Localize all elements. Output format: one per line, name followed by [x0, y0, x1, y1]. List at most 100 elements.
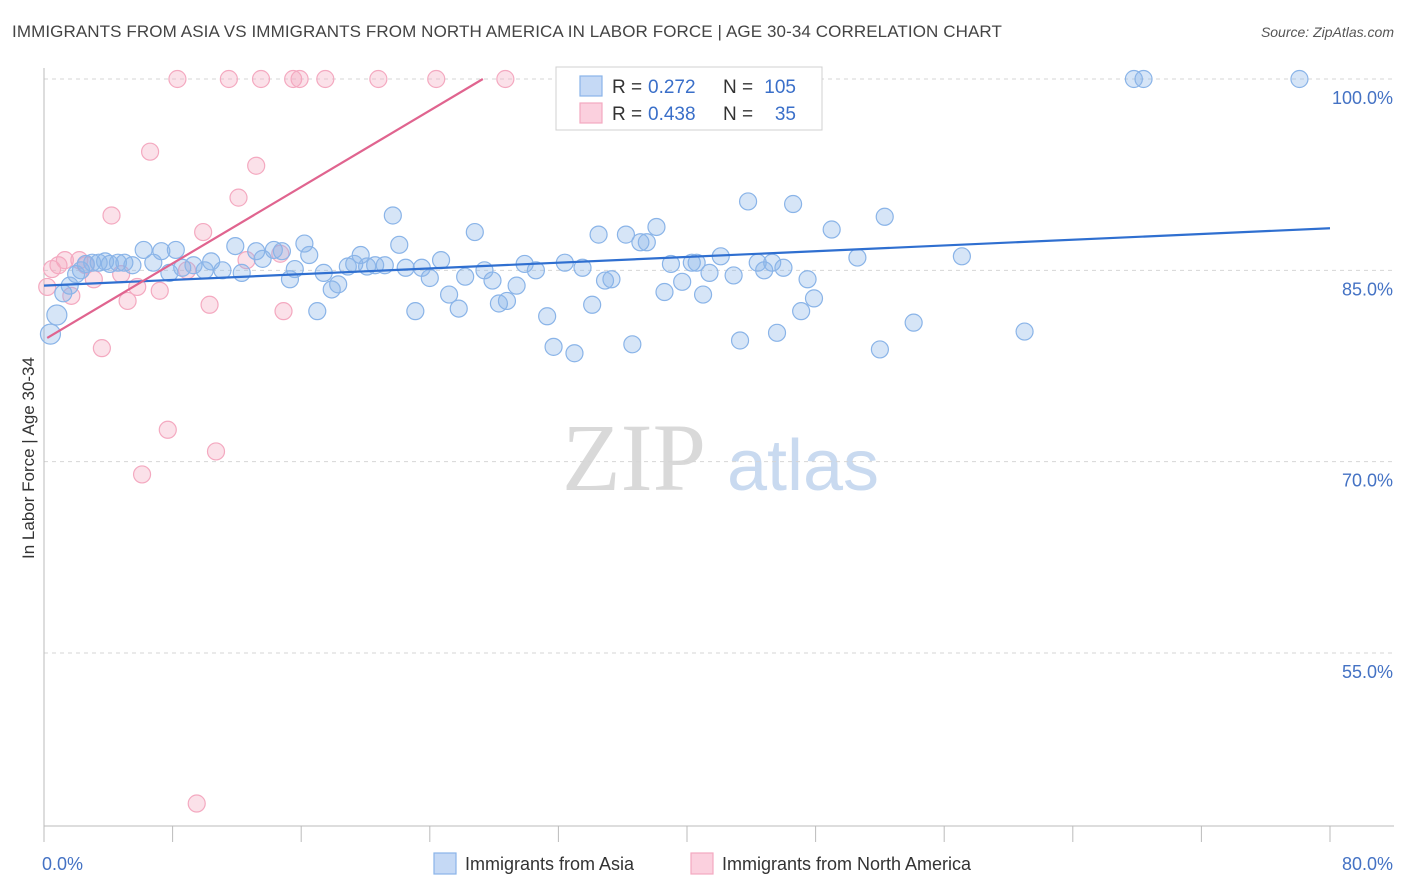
- data-point-asia: [83, 253, 102, 272]
- legend-swatch-north-america: [579, 102, 603, 124]
- data-point-north-america: [168, 69, 187, 89]
- data-point-asia: [783, 194, 803, 214]
- data-point-asia: [616, 225, 636, 244]
- data-point-asia: [39, 323, 62, 345]
- data-point-asia: [449, 299, 468, 318]
- legend-r-label: R =: [612, 77, 642, 98]
- legend-n-label: N =: [723, 77, 753, 98]
- data-point-north-america: [284, 69, 303, 89]
- data-point-asia: [730, 331, 750, 350]
- data-point-asia: [300, 245, 319, 265]
- legend: R = 0.272 N = 105 R = 0.438 N = 35: [555, 66, 823, 131]
- data-point-north-america: [200, 295, 219, 314]
- bottom-legend-swatch-north-america: [690, 852, 714, 875]
- data-point-north-america: [229, 188, 248, 207]
- data-point-asia: [390, 235, 409, 254]
- data-point-asia: [295, 234, 314, 253]
- data-point-north-america: [247, 156, 266, 175]
- data-point-north-america: [132, 465, 152, 484]
- axes: [43, 68, 1394, 842]
- data-point-asia: [595, 271, 615, 290]
- legend-r-asia: 0.272: [648, 77, 696, 98]
- data-point-asia: [329, 275, 348, 294]
- data-point-asia: [538, 307, 557, 326]
- data-point-asia: [456, 267, 475, 286]
- data-point-north-america: [274, 302, 293, 321]
- data-point-asia: [693, 285, 713, 304]
- data-point-asia: [383, 206, 402, 225]
- data-point-asia: [173, 258, 192, 277]
- data-point-asia: [738, 192, 758, 211]
- data-point-asia: [687, 253, 706, 272]
- data-point-north-america: [496, 69, 515, 89]
- series-north-america: [38, 69, 515, 813]
- data-point-asia: [406, 302, 425, 321]
- source-credit: Source: ZipAtlas.com: [1260, 24, 1394, 40]
- tick-labels: 100.0% 85.0% 70.0% 55.0% 0.0% 80.0%: [42, 88, 1393, 874]
- data-point-north-america: [158, 420, 177, 439]
- data-point-asia: [439, 285, 459, 304]
- data-point-asia: [682, 253, 701, 272]
- data-point-asia: [647, 217, 666, 237]
- data-point-asia: [767, 323, 787, 342]
- data-point-asia: [655, 282, 674, 302]
- data-point-north-america: [219, 69, 238, 89]
- data-point-asia: [623, 335, 642, 354]
- data-point-asia: [226, 236, 245, 256]
- data-point-asia: [213, 261, 232, 280]
- legend-n-asia: 105: [764, 77, 796, 98]
- data-point-asia: [166, 240, 185, 260]
- data-point-asia: [483, 271, 502, 290]
- data-point-north-america: [187, 794, 206, 813]
- grid: [44, 78, 1394, 654]
- data-point-asia: [431, 251, 451, 270]
- data-point-asia: [724, 266, 743, 285]
- data-point-asia: [95, 252, 115, 271]
- data-point-north-america: [92, 339, 111, 358]
- y-tick-label: 70.0%: [1342, 471, 1393, 491]
- bottom-legend-label-north-america: Immigrants from North America: [722, 854, 972, 874]
- data-point-asia: [544, 337, 563, 356]
- data-point-asia: [351, 245, 370, 265]
- data-point-asia: [792, 302, 811, 321]
- watermark: ZIP atlas: [562, 404, 879, 511]
- data-point-asia: [465, 222, 484, 242]
- trend-line-north-america: [46, 78, 484, 339]
- data-point-asia: [904, 313, 923, 332]
- watermark-zip: ZIP: [562, 404, 706, 511]
- watermark-atlas: atlas: [727, 426, 879, 506]
- data-point-asia: [108, 253, 128, 272]
- data-point-asia: [822, 220, 841, 239]
- data-point-asia: [589, 225, 608, 244]
- data-point-asia: [526, 261, 545, 280]
- legend-n-label: N =: [723, 104, 753, 125]
- data-point-north-america: [55, 251, 74, 270]
- data-point-asia: [848, 248, 867, 267]
- data-point-asia: [952, 247, 971, 266]
- legend-n-north-america: 35: [775, 104, 796, 125]
- y-tick-label: 100.0%: [1332, 88, 1393, 108]
- data-point-asia: [272, 242, 292, 261]
- data-point-asia: [774, 258, 793, 277]
- data-point-north-america: [140, 142, 160, 161]
- trend-lines: [43, 78, 1331, 339]
- data-point-asia: [1134, 69, 1153, 89]
- data-point-asia: [875, 207, 894, 226]
- data-point-north-america: [427, 69, 446, 89]
- trend-line-asia: [43, 227, 1331, 287]
- data-point-asia: [46, 304, 68, 326]
- data-point-asia: [507, 276, 526, 295]
- data-point-asia: [152, 242, 171, 261]
- data-point-asia: [308, 302, 327, 321]
- data-point-north-america: [118, 291, 137, 311]
- data-point-asia: [798, 270, 817, 289]
- data-point-north-america: [251, 69, 271, 89]
- data-point-asia: [184, 256, 203, 275]
- x-tick-label: 0.0%: [42, 854, 83, 874]
- bottom-legend-swatch-asia: [433, 852, 457, 875]
- data-point-asia: [123, 256, 142, 275]
- data-point-north-america: [369, 69, 388, 89]
- data-point-asia: [870, 340, 890, 359]
- bottom-legend: Immigrants from Asia Immigrants from Nor…: [433, 852, 972, 875]
